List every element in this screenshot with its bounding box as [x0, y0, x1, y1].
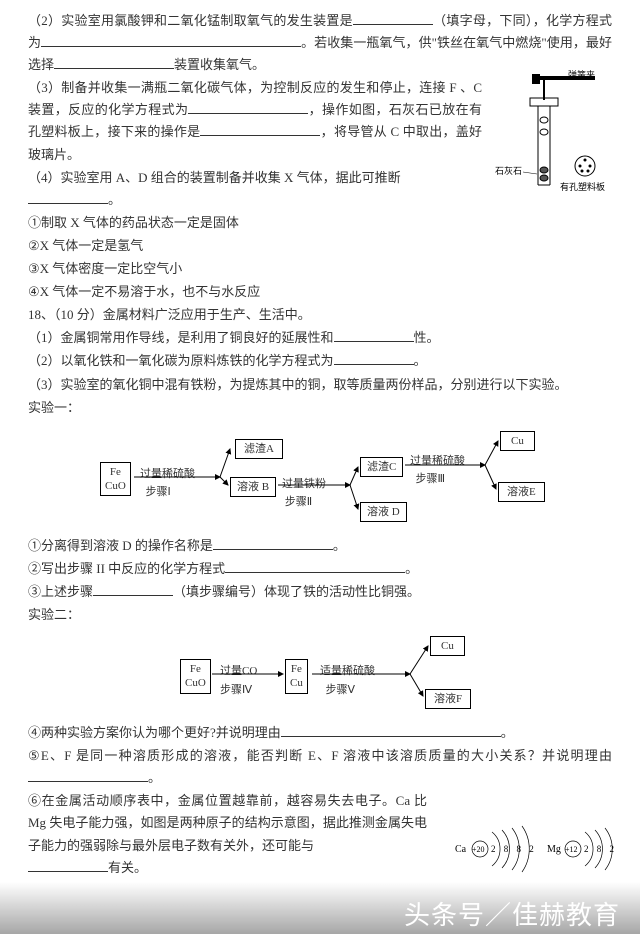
sub1: ①分离得到溶液 D 的操作名称是。: [28, 535, 612, 557]
q4-s2: ②X 气体一定是氢气: [28, 235, 612, 257]
step1: 过量稀硫酸 步骤Ⅰ: [140, 465, 195, 502]
t: （1）金属铜常用作导线，是利用了铜良好的延展性和: [28, 330, 334, 345]
step5: 适量稀硫酸 步骤Ⅴ: [320, 662, 375, 699]
node2-fe-cuo: FeCuO: [180, 659, 211, 694]
q2-text: （2）实验室用氯酸钾和二氧化锰制取氧气的发生装置是（填字母，下同），化学方程式为…: [28, 10, 612, 76]
watermark-footer: 头条号／佳赫教育: [0, 882, 640, 934]
t: （2）实验室用氯酸钾和二氧化锰制取氧气的发生装置是: [28, 13, 353, 28]
svg-text:Ca: Ca: [455, 844, 467, 855]
sub2: ②写出步骤 II 中反应的化学方程式。: [28, 558, 612, 580]
node-cu: Cu: [500, 431, 535, 451]
svg-text:+12: +12: [565, 845, 578, 854]
svg-text:Mg: Mg: [547, 844, 561, 855]
document-body: 弹簧夹 石灰石 有孔塑料板 （2）实验室用氯酸钾和二氧化锰制取氧气的发生装置是（…: [28, 10, 612, 879]
step2: 过量铁粉 步骤Ⅱ: [282, 475, 326, 512]
t: 。: [108, 192, 121, 207]
t: （2）以氧化铁和一氧化碳为原料炼铁的化学方程式为: [28, 353, 334, 368]
t: 性。: [414, 330, 440, 345]
node-c: 滤渣C: [360, 457, 403, 477]
sub4: ④两种实验方案你认为哪个更好?并说明理由。: [28, 722, 612, 744]
svg-text:+20: +20: [472, 845, 485, 854]
t: （4）实验室用 A、D 组合的装置制备并收集 X 气体，据此可推断: [28, 170, 401, 185]
q4-s3: ③X 气体密度一定比空气小: [28, 258, 612, 280]
apparatus-figure: 弹簧夹 石灰石 有孔塑料板: [490, 70, 610, 205]
node-e: 溶液E: [498, 482, 545, 502]
node2-fecu: FeCu: [285, 659, 308, 694]
node-d: 溶液 D: [360, 502, 407, 522]
t: 。: [414, 353, 427, 368]
q18-head: 18、（10 分）金属材料广泛应用于生产、生活中。: [28, 304, 612, 326]
q18-p1: （1）金属铜常用作导线，是利用了铜良好的延展性和 性。: [28, 327, 612, 349]
svg-text:2 8 8 2: 2 8 8 2: [491, 844, 537, 854]
q18-p3: （3）实验室的氧化铜中混有铁粉，为提炼其中的铜，取等质量两份样品，分别进行以下实…: [28, 374, 612, 396]
exp2-label: 实验二：: [28, 604, 612, 626]
node-a: 滤渣A: [235, 439, 283, 459]
q18-p2: （2）以氧化铁和一氧化碳为原料炼铁的化学方程式为 。: [28, 350, 612, 372]
node-b: 溶液 B: [230, 477, 276, 497]
q4-s4: ④X 气体一定不易溶于水，也不与水反应: [28, 281, 612, 303]
label-limestone: 石灰石: [495, 165, 522, 176]
node2-f: 溶液F: [425, 689, 471, 709]
sub3: ③上述步骤（填步骤编号）体现了铁的活动性比铜强。: [28, 581, 612, 603]
step3: 过量稀硫酸 步骤Ⅲ: [410, 452, 465, 489]
sub5: ⑤E、F 是同一种溶质形成的溶液，能否判断 E、F 溶液中该溶质质量的大小关系？…: [28, 745, 612, 789]
t: 装置收集氧气。: [174, 57, 265, 72]
exp1-label: 实验一：: [28, 397, 612, 419]
flowchart-2: FeCuO 过量CO步骤Ⅳ FeCu 适量稀硫酸 步骤Ⅴ Cu 溶液F: [100, 634, 540, 714]
label-clamp: 弹簧夹: [568, 69, 595, 80]
q4-s1: ①制取 X 气体的药品状态一定是固体: [28, 212, 612, 234]
label-plate: 有孔塑料板: [560, 181, 605, 192]
node2-cu: Cu: [430, 636, 465, 656]
flowchart-1: FeCuO 过量稀硫酸 步骤Ⅰ 滤渣A 溶液 B 过量铁粉 步骤Ⅱ 滤渣C 溶液…: [60, 427, 580, 527]
svg-text:2 8 2: 2 8 2: [584, 844, 617, 854]
node-fe-cuo: FeCuO: [100, 462, 131, 497]
step4: 过量CO步骤Ⅳ: [220, 662, 257, 699]
atom-structure-figure: Ca +20 2 8 8 2 Mg +12 2 8 2: [455, 824, 630, 874]
